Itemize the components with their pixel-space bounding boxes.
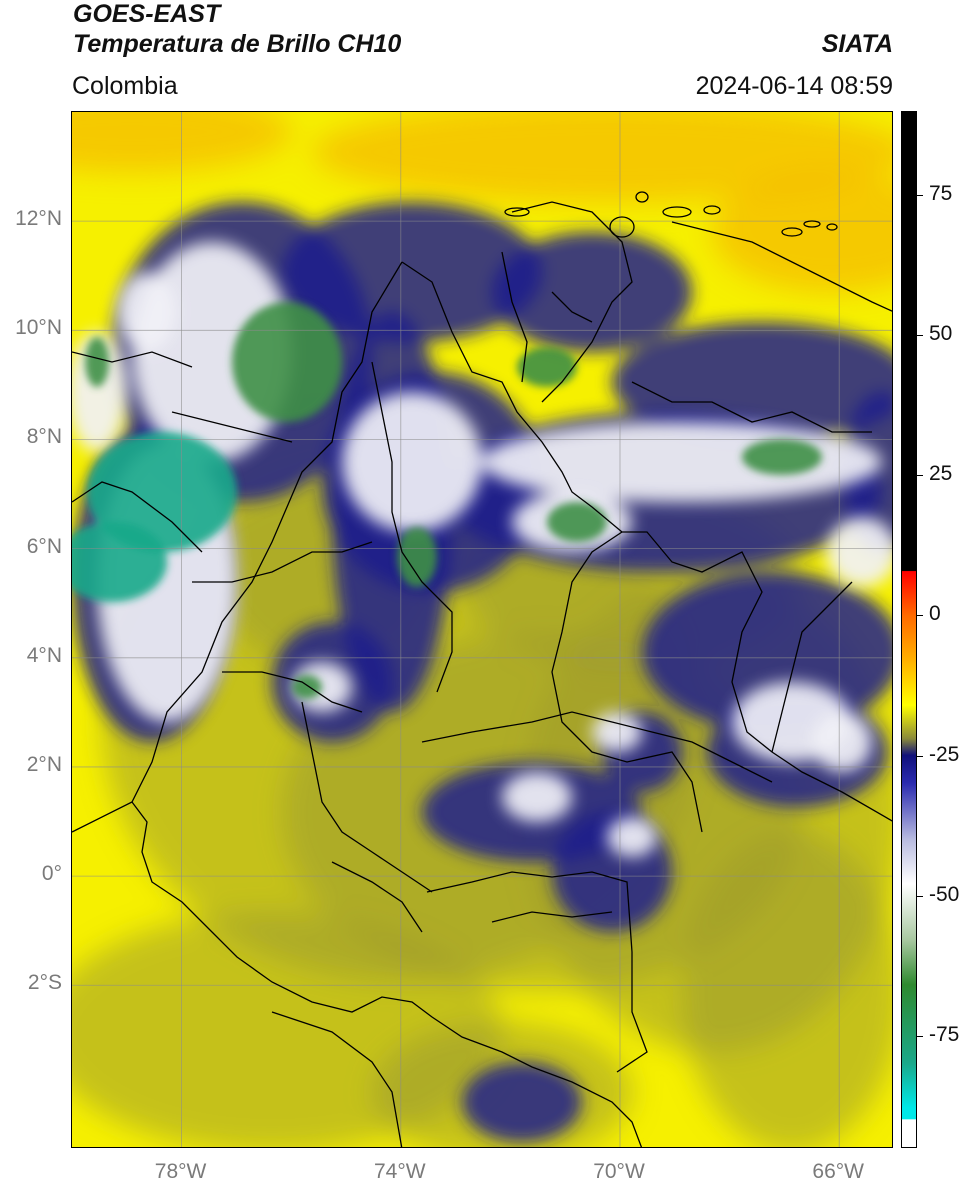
island-outline <box>703 205 721 215</box>
cold-top-blob <box>232 302 342 422</box>
lon-tick-label: 74°W <box>374 1160 426 1183</box>
island-outline <box>803 220 821 228</box>
border-line <box>331 861 423 933</box>
colorbar-tick-mark <box>917 1035 923 1037</box>
colorbar-tick-mark <box>917 755 923 757</box>
border-line <box>301 701 433 893</box>
border-line <box>551 291 593 323</box>
cold-top-blob <box>87 432 237 552</box>
cold-top-layer <box>72 302 822 699</box>
border-line <box>192 541 373 583</box>
cold-top-blob <box>517 347 577 387</box>
border-line <box>426 871 648 1073</box>
island-outline <box>635 191 649 203</box>
cold-top-blob <box>742 439 822 475</box>
satellite-name: GOES-EAST <box>73 0 221 28</box>
colorbar-tick-mark <box>917 335 923 337</box>
colorbar-tick-mark <box>917 475 923 477</box>
border-line <box>131 801 643 1147</box>
navy-blob <box>492 232 692 352</box>
island-outline <box>826 223 838 231</box>
colorbar-tick-label: 75 <box>929 182 953 206</box>
island-outline <box>504 207 530 217</box>
colorbar-tick-label: -75 <box>929 1022 960 1046</box>
island-outline <box>662 206 692 218</box>
map-gridlines <box>72 112 892 1147</box>
white-blob <box>342 392 482 532</box>
colorbar <box>901 111 917 1148</box>
colorbar-tick-mark <box>917 615 923 617</box>
border-line <box>401 261 892 822</box>
colorbar-tick-label: -50 <box>929 882 960 906</box>
warm-blob <box>312 112 892 202</box>
border-line <box>72 351 193 368</box>
island-outline <box>609 216 635 238</box>
border-line <box>421 711 773 783</box>
border-line <box>631 381 872 433</box>
border-line <box>491 911 613 923</box>
white-blob <box>117 272 177 352</box>
lon-tick-label: 70°W <box>593 1160 645 1183</box>
border-line <box>171 411 293 443</box>
lat-tick-label: 4°N <box>26 643 62 667</box>
cold-top-blob <box>85 337 109 387</box>
border-line <box>271 1011 403 1147</box>
lat-tick-label: 2°S <box>27 971 62 995</box>
border-line <box>771 581 853 753</box>
cold-top-blob <box>292 675 322 699</box>
border-line <box>72 481 203 553</box>
island-outline <box>781 227 803 237</box>
white-blob <box>812 712 872 772</box>
colorbar-tick-label: -25 <box>929 742 960 766</box>
white-blob <box>482 422 882 502</box>
lat-tick-label: 0° <box>41 862 62 886</box>
lon-tick-label: 78°W <box>154 1160 207 1183</box>
product-title: Temperatura de Brillo CH10 <box>73 30 402 58</box>
colorbar-tick-label: 0 <box>929 602 941 626</box>
lon-tick-label: 66°W <box>812 1160 864 1183</box>
border-line <box>511 201 633 403</box>
political-borders <box>72 191 892 1147</box>
border-line <box>222 671 363 713</box>
map-panel[interactable] <box>71 111 893 1148</box>
lat-tick-label: 2°N <box>26 752 62 776</box>
lat-tick-label: 10°N <box>15 316 62 340</box>
colorbar-tick-mark <box>917 195 923 197</box>
colorbar-tick-label: 50 <box>929 322 953 346</box>
colorbar-tick-mark <box>917 895 923 897</box>
timestamp-label: 2024-06-14 08:59 <box>695 72 893 100</box>
white-blob <box>827 517 892 587</box>
navy-blob <box>282 202 542 342</box>
cold-top-blob <box>397 527 437 587</box>
colorbar-tick-label: 25 <box>929 462 953 486</box>
cold-top-blob <box>72 522 167 602</box>
border-line <box>671 221 892 312</box>
border-line <box>371 361 453 693</box>
navy-blob <box>462 1062 582 1142</box>
brightness-temperature-map <box>72 112 892 1147</box>
border-line <box>72 261 403 833</box>
border-line <box>501 251 528 383</box>
agency-label: SIATA <box>821 30 893 58</box>
white-blob <box>592 712 642 752</box>
region-label: Colombia <box>72 72 178 100</box>
lat-tick-label: 6°N <box>26 534 62 558</box>
lat-tick-label: 12°N <box>15 207 62 231</box>
white-blob <box>607 817 657 857</box>
border-line <box>551 531 703 833</box>
navy-blob <box>612 322 892 442</box>
white-blob <box>502 772 572 822</box>
cold-top-blob <box>547 502 607 542</box>
lat-tick-label: 8°N <box>26 425 62 449</box>
